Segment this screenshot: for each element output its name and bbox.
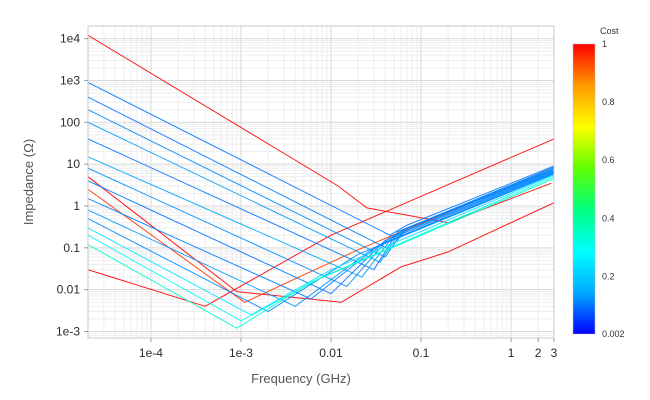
impedance-curve: [88, 167, 554, 287]
impedance-curve: [88, 138, 554, 307]
x-tick-label: 2: [535, 346, 542, 360]
y-tick-label: 1e-3: [56, 325, 80, 339]
x-tick-label: 3: [551, 346, 558, 360]
impedance-curve: [88, 176, 554, 303]
y-tick-label: 10: [67, 157, 81, 171]
impedance-curve: [88, 171, 554, 295]
impedance-curve: [88, 81, 554, 236]
x-tick-label: 0.1: [413, 346, 430, 360]
y-axis-label: Impedance (Ω): [21, 139, 36, 225]
colorbar-title: Cost: [600, 26, 619, 36]
plot-background: [88, 26, 554, 338]
y-axis-ticks: 1e4 1e3 100 10 1 0.1 0.01 1e-3: [56, 32, 88, 339]
y-tick-label: 100: [60, 115, 80, 129]
impedance-curve: [88, 172, 554, 300]
x-tick-label: 1e-3: [229, 346, 253, 360]
x-tick-label: 1e-4: [139, 346, 163, 360]
y-tick-label: 1e4: [60, 32, 80, 46]
impedance-curve: [88, 178, 554, 329]
y-tick-label: 0.1: [63, 241, 80, 255]
x-tick-label: 1: [508, 346, 515, 360]
y-tick-label: 0.01: [57, 283, 81, 297]
colorbar-tick-label: 0.8: [602, 97, 615, 107]
x-axis-ticks: 1e-4 1e-3 0.01 0.1 1 2 3: [139, 338, 558, 360]
y-tick-label: 1: [73, 199, 80, 213]
colorbar-tick-label: 0.002: [602, 329, 625, 339]
colorbar: [572, 43, 596, 335]
colorbar-tick-label: 0.6: [602, 155, 615, 165]
impedance-curves: [88, 34, 554, 329]
impedance-curve: [88, 174, 554, 316]
plot-frame: [87, 25, 555, 339]
colorbar-tick-label: 0.4: [602, 213, 615, 223]
colorbar-tick-label: 0.2: [602, 271, 615, 281]
impedance-curve: [88, 173, 554, 313]
colorbar-ticks: 1 0.8 0.6 0.4 0.2 0.002: [602, 39, 625, 339]
minor-gridlines: [87, 25, 555, 339]
y-tick-label: 1e3: [60, 73, 80, 87]
colorbar-tick-label: 1: [602, 39, 607, 49]
impedance-curve: [88, 96, 554, 251]
x-tick-label: 0.01: [319, 346, 343, 360]
impedance-curve: [88, 176, 554, 322]
x-axis-label: Frequency (GHz): [251, 371, 351, 386]
major-gridlines: [88, 26, 554, 338]
